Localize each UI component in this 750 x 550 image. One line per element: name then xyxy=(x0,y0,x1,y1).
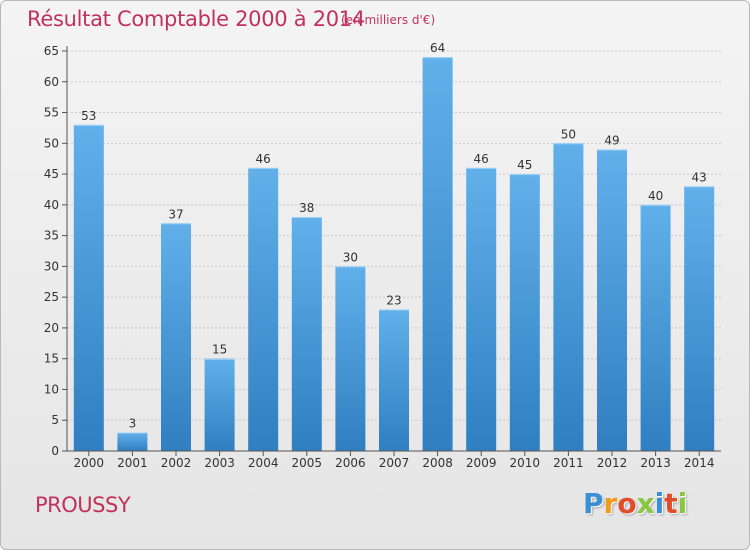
data-label: 37 xyxy=(168,207,183,221)
x-tick-label: 2014 xyxy=(684,456,715,470)
bar-2012 xyxy=(597,149,627,451)
bar-2004 xyxy=(248,167,279,451)
x-tick-label: 2008 xyxy=(422,456,453,470)
x-tick-label: 2013 xyxy=(640,456,671,470)
chart-title: Résultat Comptable 2000 à 2014 xyxy=(27,7,365,31)
x-tick-label: 2001 xyxy=(117,456,148,470)
y-tick-label: 0 xyxy=(51,444,59,458)
logo-letter: o xyxy=(617,487,637,520)
data-label: 38 xyxy=(299,201,314,215)
x-tick-label: 2000 xyxy=(74,456,105,470)
data-label: 64 xyxy=(430,41,445,55)
bar-2002 xyxy=(161,223,191,451)
bar-2003 xyxy=(204,358,235,451)
bar-2010 xyxy=(509,174,540,452)
y-tick-label: 20 xyxy=(44,321,59,335)
y-tick-label: 35 xyxy=(44,229,59,243)
y-tick-label: 50 xyxy=(44,136,59,150)
y-tick-label: 65 xyxy=(44,44,59,58)
x-tick-label: 2004 xyxy=(248,456,279,470)
data-label: 50 xyxy=(561,127,576,141)
bar-2014 xyxy=(684,186,715,451)
x-tick-label: 2012 xyxy=(597,456,628,470)
y-tick-label: 15 xyxy=(44,352,59,366)
y-tick-label: 40 xyxy=(44,198,59,212)
data-label: 23 xyxy=(386,293,401,307)
data-label: 46 xyxy=(474,152,489,166)
data-label: 15 xyxy=(212,343,227,357)
y-tick-label: 55 xyxy=(44,106,59,120)
data-label: 3 xyxy=(129,417,137,431)
y-tick-label: 10 xyxy=(44,382,59,396)
logo-letter: x xyxy=(636,487,655,520)
x-tick-label: 2005 xyxy=(292,456,323,470)
town-name: PROUSSY xyxy=(35,493,131,517)
x-tick-label: 2006 xyxy=(335,456,366,470)
y-tick-label: 25 xyxy=(44,290,59,304)
proxiti-logo: Proxiti xyxy=(583,487,687,520)
y-tick-label: 30 xyxy=(44,259,59,273)
x-tick-label: 2003 xyxy=(204,456,235,470)
data-label: 30 xyxy=(343,250,358,264)
y-tick-label: 60 xyxy=(44,75,59,89)
bar-2009 xyxy=(466,167,497,451)
bar-2011 xyxy=(553,143,584,452)
data-label: 45 xyxy=(517,158,532,172)
data-label: 49 xyxy=(604,133,619,147)
logo-letter: i xyxy=(677,487,688,520)
bar-2008 xyxy=(422,57,453,452)
chart-subtitle: (en milliers d'€) xyxy=(341,13,436,27)
data-label: 43 xyxy=(692,170,707,184)
x-tick-label: 2009 xyxy=(466,456,497,470)
bar-2005 xyxy=(291,217,322,451)
bar-2006 xyxy=(335,266,366,451)
x-tick-label: 2010 xyxy=(510,456,541,470)
bar-2001 xyxy=(117,432,148,451)
x-tick-label: 2002 xyxy=(161,456,192,470)
y-tick-label: 5 xyxy=(51,413,59,427)
logo-letter: P xyxy=(583,487,604,520)
bar-2013 xyxy=(640,204,671,451)
data-label: 40 xyxy=(648,189,663,203)
x-tick-label: 2007 xyxy=(379,456,410,470)
data-label: 53 xyxy=(81,109,96,123)
logo-letter: i xyxy=(654,487,665,520)
logo-letter: t xyxy=(664,487,678,520)
x-tick-label: 2011 xyxy=(553,456,584,470)
y-tick-label: 45 xyxy=(44,167,59,181)
data-label: 46 xyxy=(256,152,271,166)
bar-2000 xyxy=(73,124,104,451)
bar-2007 xyxy=(379,309,409,451)
logo-letter: r xyxy=(603,487,618,520)
